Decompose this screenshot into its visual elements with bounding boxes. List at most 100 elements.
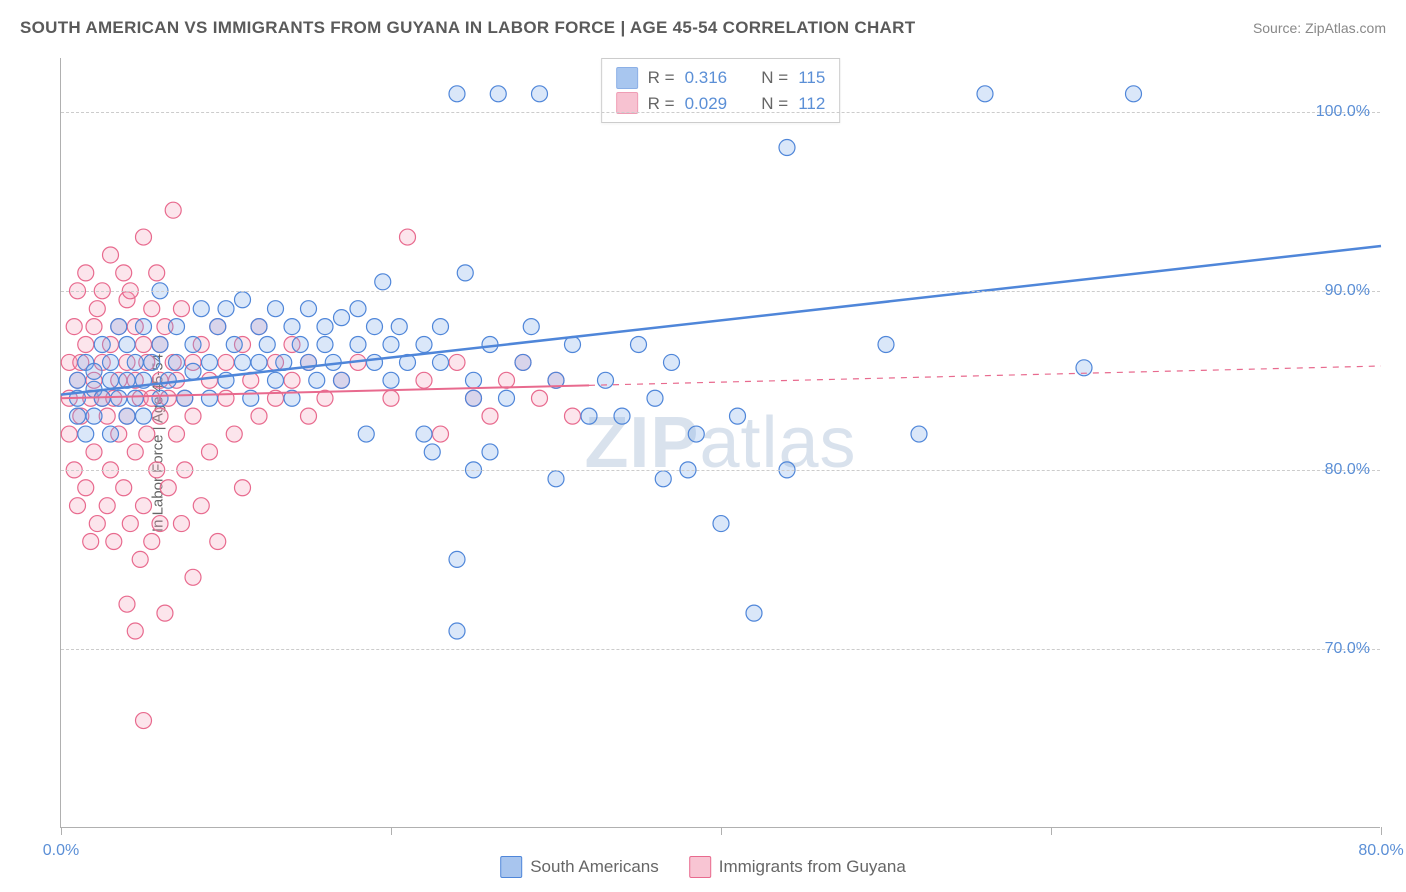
scatter-point [78,337,94,353]
legend-item: South Americans [500,856,659,878]
scatter-point [139,426,155,442]
scatter-point [284,372,300,388]
scatter-point [160,372,176,388]
y-tick-label: 90.0% [1325,282,1370,300]
scatter-point [185,337,201,353]
scatter-point [301,408,317,424]
scatter-point [136,337,152,353]
scatter-point [235,292,251,308]
scatter-point [664,354,680,370]
scatter-point [106,533,122,549]
scatter-point [631,337,647,353]
scatter-point [688,426,704,442]
scatter-point [173,516,189,532]
scatter-point [122,516,138,532]
scatter-point [1126,86,1142,102]
scatter-point [449,551,465,567]
scatter-point [334,372,350,388]
scatter-point [358,426,374,442]
y-tick-label: 70.0% [1325,640,1370,658]
scatter-point [235,480,251,496]
x-tick-mark [1381,827,1382,835]
scatter-point [977,86,993,102]
scatter-point [367,354,383,370]
x-tick-label: 0.0% [43,842,79,860]
scatter-point [268,301,284,317]
scatter-point [251,408,267,424]
scatter-point [152,337,168,353]
scatter-point [116,480,132,496]
scatter-point [61,426,77,442]
scatter-point [911,426,927,442]
scatter-point [202,390,218,406]
scatter-point [86,444,102,460]
scatter-point [647,390,663,406]
scatter-point [499,390,515,406]
x-tick-mark [721,827,722,835]
scatter-point [103,247,119,263]
scatter-point [185,569,201,585]
scatter-point [779,140,795,156]
legend-label: South Americans [530,857,659,877]
scatter-point [218,390,234,406]
scatter-point [193,301,209,317]
stats-row: R =0.316 N =115 [616,65,826,91]
scatter-point [466,372,482,388]
scatter-point [136,498,152,514]
scatter-point [383,337,399,353]
scatter-point [103,354,119,370]
gridline-horizontal [61,649,1380,650]
scatter-point [309,372,325,388]
scatter-point [202,444,218,460]
scatter-point [83,533,99,549]
scatter-point [78,426,94,442]
scatter-point [202,372,218,388]
gridline-horizontal [61,470,1380,471]
scatter-point [433,426,449,442]
scatter-point [127,444,143,460]
scatter-point [185,363,201,379]
scatter-point [149,265,165,281]
x-tick-mark [391,827,392,835]
scatter-point [210,533,226,549]
scatter-point [457,265,473,281]
scatter-point [532,390,548,406]
chart-title: SOUTH AMERICAN VS IMMIGRANTS FROM GUYANA… [20,18,915,38]
scatter-point [482,444,498,460]
scatter-point [284,319,300,335]
scatter-point [210,319,226,335]
scatter-point [416,372,432,388]
scatter-point [127,354,143,370]
scatter-point [499,372,515,388]
scatter-point [532,86,548,102]
scatter-point [565,408,581,424]
scatter-point [391,319,407,335]
scatter-point [86,363,102,379]
scatter-point [127,390,143,406]
scatter-point [144,354,160,370]
scatter-point [226,426,242,442]
scatter-point [177,390,193,406]
scatter-point [548,471,564,487]
scatter-point [251,319,267,335]
scatter-point [400,229,416,245]
scatter-point [152,516,168,532]
bottom-legend: South AmericansImmigrants from Guyana [500,856,906,878]
scatter-point [103,372,119,388]
scatter-point [598,372,614,388]
scatter-point [301,301,317,317]
scatter-point [317,319,333,335]
scatter-point [424,444,440,460]
scatter-point [89,516,105,532]
y-tick-label: 100.0% [1316,103,1370,121]
scatter-point [433,354,449,370]
scatter-point [202,354,218,370]
scatter-point [655,471,671,487]
scatter-point [136,319,152,335]
scatter-point [144,301,160,317]
scatter-point [89,301,105,317]
scatter-point [66,319,82,335]
scatter-point [103,426,119,442]
scatter-point [119,596,135,612]
scatter-point [226,337,242,353]
